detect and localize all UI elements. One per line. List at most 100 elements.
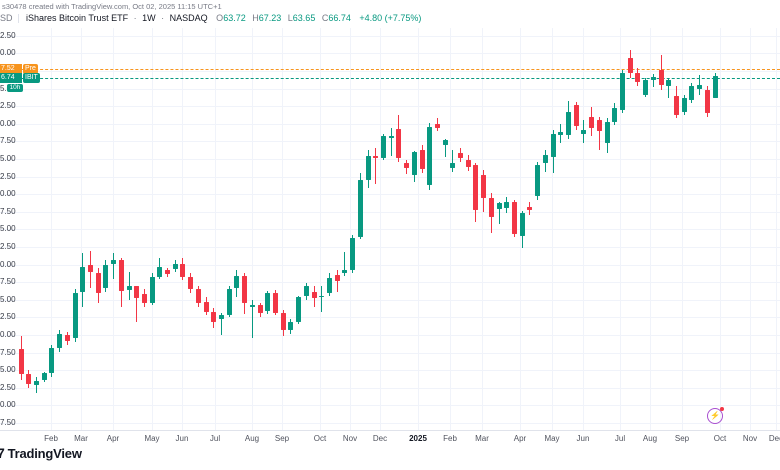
price-axis-label[interactable]: 0.00 [0,189,16,199]
candle-body-up[interactable] [172,263,178,270]
candle-body-down[interactable] [280,313,286,331]
candle-body-up[interactable] [566,111,571,135]
price-axis-label[interactable]: 2.50 [0,30,16,40]
candle-body-down[interactable] [527,206,533,210]
candle-body-up[interactable] [57,333,63,349]
candle-body-up[interactable] [80,266,86,293]
candle-body-up[interactable] [303,286,309,297]
candle-body-down[interactable] [481,175,487,199]
candle-body-up[interactable] [388,135,394,139]
candle-body-up[interactable] [72,293,78,339]
candle-body-down[interactable] [434,124,440,128]
price-axis-label[interactable]: 7.50 [0,418,16,427]
price-axis-label[interactable]: 5.00 [0,365,16,375]
candle-body-down[interactable] [334,275,340,282]
candle-body-up[interactable] [103,265,109,289]
candle-body-up[interactable] [265,293,271,311]
candle-body-up[interactable] [149,276,155,304]
candle-body-up[interactable] [380,136,386,159]
candle-body-up[interactable] [643,80,649,95]
candle-body-down[interactable] [473,165,479,211]
candle-body-down[interactable] [658,70,664,85]
candle-body-down[interactable] [673,96,679,116]
candle-body-down[interactable] [596,120,602,132]
time-axis-label[interactable]: Jul [209,434,221,443]
candle-body-up[interactable] [450,163,456,169]
candle-body-up[interactable] [288,321,294,331]
candle-body-up[interactable] [357,180,363,238]
candle-body-down[interactable] [211,311,217,322]
candle-body-down[interactable] [18,349,24,375]
time-axis-label[interactable]: Apr [106,434,120,443]
candle-body-up[interactable] [650,77,656,80]
time-axis-label[interactable]: Aug [244,434,260,443]
candle-body-up[interactable] [226,288,232,315]
time-axis-label[interactable]: Feb [44,434,58,443]
candle-body-up[interactable] [581,130,587,134]
time-axis-label[interactable]: Jun [576,434,590,443]
candle-body-up[interactable] [689,86,695,100]
candle-body-up[interactable] [496,202,502,209]
price-axis-label[interactable]: 7.50 [0,347,16,357]
symbol-title[interactable]: iShares Bitcoin Trust ETF [26,13,129,23]
candle-body-up[interactable] [558,131,564,135]
candle-body-down[interactable] [404,163,410,169]
candle-body-down[interactable] [64,335,70,342]
candle-body-down[interactable] [180,263,186,277]
candle-body-up[interactable] [49,348,55,373]
time-axis-label[interactable]: Sep [674,434,690,443]
candle-body-up[interactable] [365,156,371,180]
candle-body-up[interactable] [249,305,255,308]
candle-body-up[interactable] [697,85,703,89]
time-axis-label[interactable]: Jun [175,434,189,443]
candle-body-down[interactable] [195,288,201,304]
candle-body-up[interactable] [411,151,417,176]
candle-body-down[interactable] [573,105,579,127]
candle-body-up[interactable] [33,380,39,385]
candle-body-up[interactable] [126,286,132,290]
candle-body-down[interactable] [465,160,471,167]
candle-body-down[interactable] [589,116,595,128]
candle-body-up[interactable] [442,139,448,145]
candle-body-up[interactable] [550,133,556,157]
candle-body-up[interactable] [542,155,548,164]
candle-body-up[interactable] [350,237,356,271]
candle-body-down[interactable] [635,73,641,82]
price-axis-label[interactable]: 7.50 [0,277,16,287]
candle-body-up[interactable] [620,73,625,110]
time-axis-label[interactable]: Nov [342,434,358,443]
candle-body-up[interactable] [535,165,541,197]
time-axis-label[interactable]: Mar [74,434,88,443]
candle-body-down[interactable] [458,153,463,159]
candle-body-down[interactable] [87,264,93,272]
candle-body-down[interactable] [627,58,633,73]
candle-body-down[interactable] [95,273,101,294]
candle-body-up[interactable] [519,213,525,237]
candle-body-up[interactable] [234,275,240,289]
candle-body-down[interactable] [165,270,170,274]
candle-body-up[interactable] [157,266,163,277]
time-axis-label[interactable]: Oct [713,434,727,443]
candle-body-up[interactable] [319,295,325,297]
price-axis-label[interactable]: 2.50 [0,171,16,181]
candle-body-up[interactable] [326,277,332,294]
time-axis-label[interactable]: Jul [614,434,626,443]
time-axis-label[interactable]: May [144,434,160,443]
candle-body-up[interactable] [296,297,302,322]
price-axis-label[interactable]: 5.00 [0,294,16,304]
candle-body-down[interactable] [203,301,209,312]
candle-body-down[interactable] [141,294,147,304]
interval-label[interactable]: 1W [142,13,156,23]
candle-body-down[interactable] [488,198,494,217]
candle-body-down[interactable] [512,201,517,234]
candle-body-up[interactable] [219,314,224,319]
price-axis-label[interactable]: 2.50 [0,312,16,322]
time-axis-label[interactable]: Aug [642,434,658,443]
candle-body-up[interactable] [681,98,687,112]
price-axis-label[interactable]: 0.00 [0,259,16,269]
candle-body-up[interactable] [666,80,672,87]
price-axis-label[interactable]: 7.50 [0,206,16,216]
time-axis-label[interactable]: Dec [372,434,388,443]
time-axis-label[interactable]: May [544,434,560,443]
